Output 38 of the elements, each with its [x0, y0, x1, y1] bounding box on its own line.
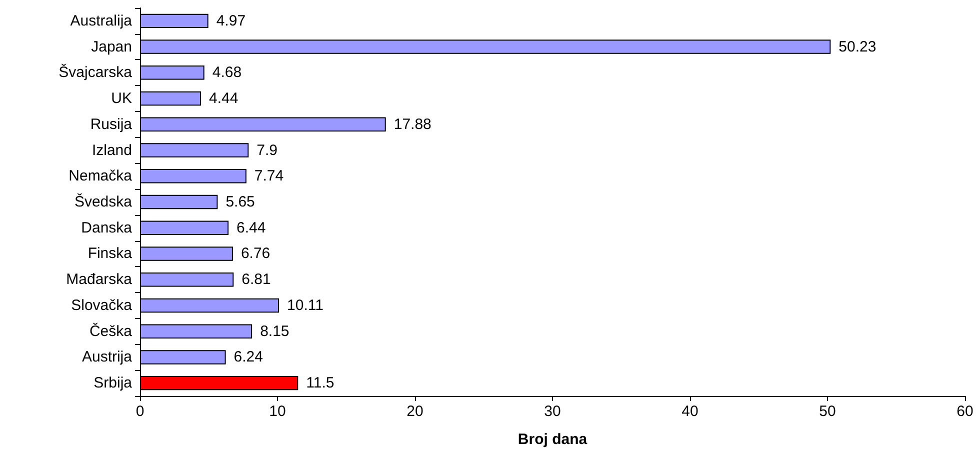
data-label: 11.5 — [306, 374, 334, 392]
data-label: 8.15 — [260, 322, 290, 340]
data-label: 50.23 — [838, 38, 876, 56]
y-tick-label: Rusija — [90, 116, 133, 133]
y-tick-label: Nemačka — [68, 168, 133, 185]
y-tick-label: Danska — [81, 219, 133, 236]
y-tick-label: Slovačka — [71, 296, 133, 314]
x-tick-label: 40 — [682, 403, 698, 420]
y-tick-label: Finska — [88, 245, 133, 262]
data-label: 4.68 — [212, 64, 242, 82]
data-label: 4.97 — [216, 12, 246, 30]
x-axis-title: Broj dana — [518, 431, 588, 448]
y-tick-label: Izland — [92, 142, 132, 159]
y-tick-label: Švajcarska — [58, 63, 133, 82]
data-label: 10.11 — [287, 296, 324, 314]
y-tick-label: Mađarska — [66, 271, 133, 288]
x-tick-label: 20 — [406, 403, 424, 420]
x-tick-label: 60 — [956, 403, 974, 420]
y-tick-label: Australija — [70, 12, 133, 30]
data-label: 4.44 — [209, 90, 238, 108]
y-tick-label: Srbija — [94, 374, 133, 392]
data-label: 7.74 — [254, 168, 284, 185]
y-tick-label: Češka — [89, 322, 133, 340]
data-label: 6.76 — [240, 245, 270, 262]
y-tick-label: Austrija — [82, 348, 133, 366]
data-label: 6.81 — [242, 271, 271, 288]
data-label: 17.88 — [394, 116, 432, 133]
data-label: 5.65 — [226, 194, 255, 210]
y-tick-label: UK — [111, 90, 132, 108]
y-tick-label: Japan — [91, 38, 132, 56]
y-tick-label: Švedska — [74, 192, 133, 210]
x-tick-label: 0 — [136, 403, 144, 420]
data-label: 7.9 — [256, 142, 278, 159]
x-tick-label: 50 — [819, 403, 836, 420]
x-tick-label: 10 — [269, 403, 286, 420]
x-tick-label: 30 — [544, 403, 561, 420]
data-label: 6.24 — [234, 348, 264, 366]
data-label: 6.44 — [236, 219, 266, 236]
